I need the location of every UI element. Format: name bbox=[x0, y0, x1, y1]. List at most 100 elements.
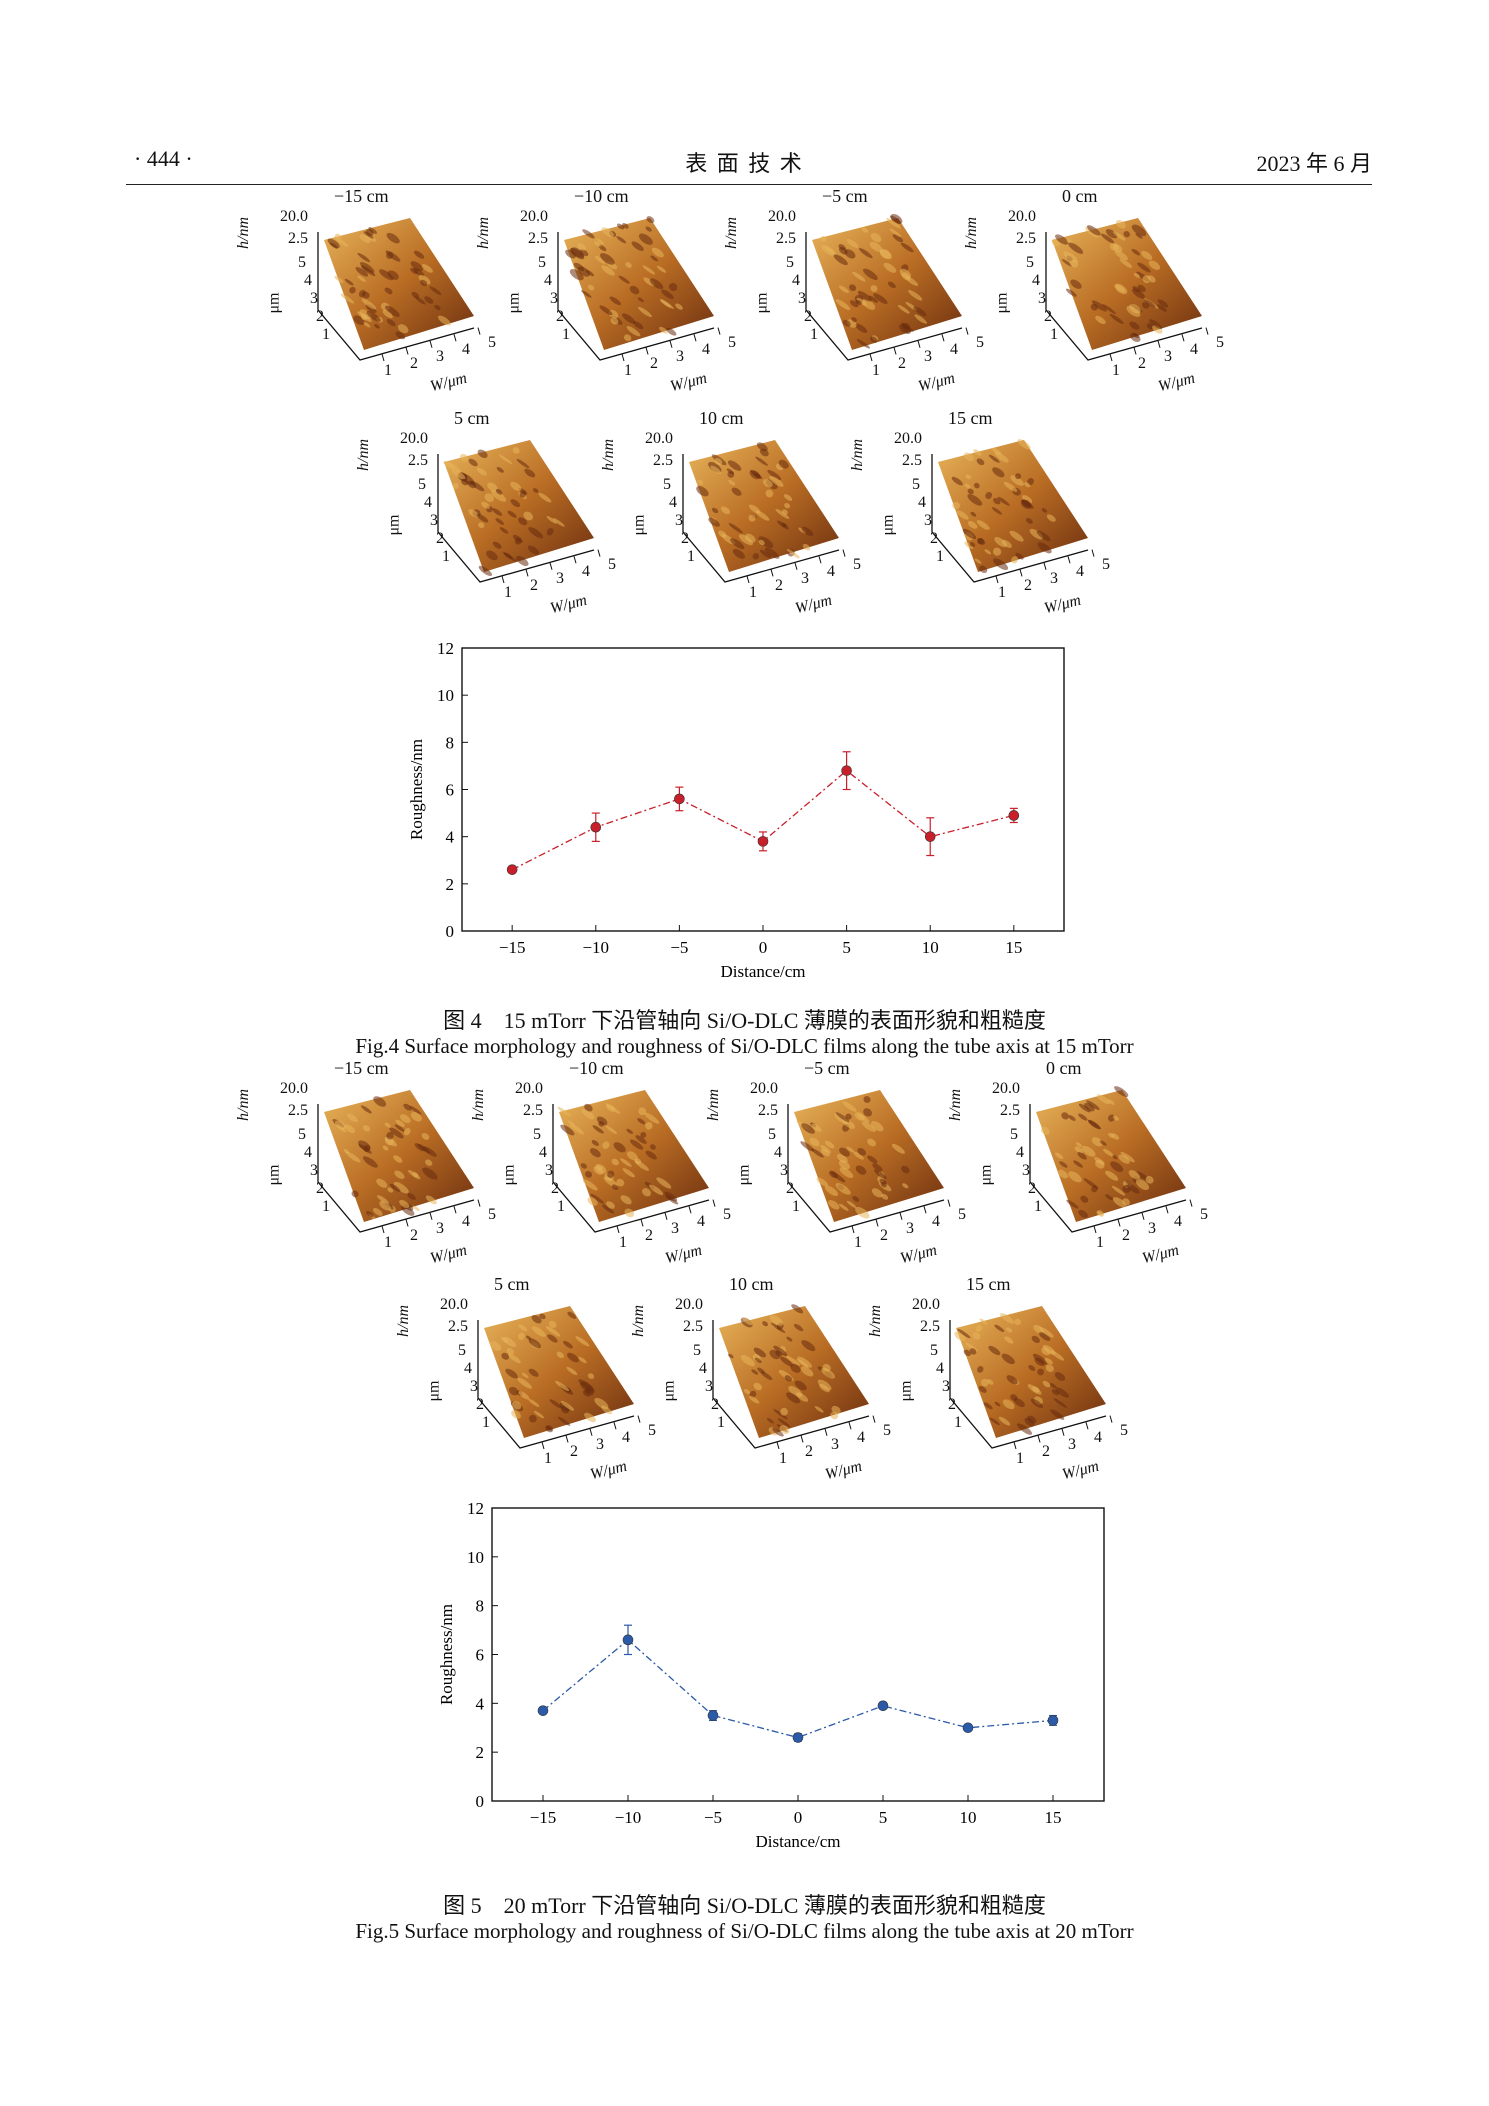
afm-y-tick: 5 bbox=[1010, 1126, 1018, 1143]
afm-y-tick: 5 bbox=[663, 476, 671, 493]
x-tick-label: 5 bbox=[842, 938, 851, 957]
afm-height-tick: 2.5 bbox=[776, 230, 796, 247]
afm-y-tick: 4 bbox=[304, 272, 312, 289]
afm-panel: 10 cm h/nm 20.0 2.5 5 4 3 2 1 μm 1 2 3 4 5 W/μm bbox=[600, 408, 925, 662]
afm-height-axis-label: h/nm bbox=[705, 1089, 722, 1121]
afm-panel: 0 cm h/nm 20.0 2.5 5 4 3 2 1 μm 1 2 3 4 5 W/μm bbox=[963, 186, 1288, 440]
afm-w-tick: 4 bbox=[1190, 341, 1198, 358]
afm-y-tick: 2 bbox=[948, 1396, 956, 1413]
afm-height-tick: 20.0 bbox=[280, 208, 308, 225]
afm-position-label: 0 cm bbox=[1046, 1058, 1082, 1078]
y-tick-label: 12 bbox=[467, 1500, 484, 1518]
data-point bbox=[962, 1722, 974, 1734]
afm-surface bbox=[1045, 218, 1209, 362]
afm-w-tick: 5 bbox=[488, 334, 496, 351]
afm-y-tick: 2 bbox=[316, 308, 324, 325]
afm-w-tick: 1 bbox=[779, 1450, 787, 1467]
afm-height-axis-label: h/nm bbox=[355, 439, 372, 471]
afm-y-tick: 4 bbox=[918, 494, 926, 511]
y-tick-label: 2 bbox=[446, 875, 455, 894]
figure-5-caption-en: Fig.5 Surface morphology and roughness o… bbox=[355, 1919, 1134, 1943]
afm-w-tick: 5 bbox=[648, 1422, 656, 1439]
afm-w-tick: 4 bbox=[462, 1213, 470, 1230]
afm-w-tick: 5 bbox=[1216, 334, 1224, 351]
x-tick-label: 15 bbox=[1045, 1808, 1062, 1827]
afm-w-tick: 5 bbox=[958, 1206, 966, 1223]
afm-y-tick: 2 bbox=[681, 530, 689, 547]
data-point bbox=[792, 1732, 804, 1743]
afm-w-tick: 4 bbox=[1174, 1213, 1182, 1230]
afm-w-tick: 5 bbox=[853, 556, 861, 573]
afm-w-tick: 3 bbox=[676, 348, 684, 365]
afm-surface bbox=[712, 1304, 876, 1450]
afm-height-axis-label: h/nm bbox=[600, 439, 617, 471]
afm-height-axis-label: h/nm bbox=[630, 1305, 647, 1337]
afm-y-tick: 4 bbox=[544, 272, 552, 289]
afm-w-tick: 1 bbox=[854, 1234, 862, 1251]
afm-height-tick: 2.5 bbox=[408, 452, 428, 469]
data-point bbox=[590, 821, 602, 833]
afm-w-tick: 2 bbox=[1138, 355, 1146, 372]
afm-height-tick: 20.0 bbox=[280, 1080, 308, 1097]
afm-y-axis-label: μm bbox=[630, 514, 648, 536]
y-tick-label: 6 bbox=[476, 1646, 485, 1665]
afm-position-label: 5 cm bbox=[454, 408, 490, 428]
afm-w-tick: 3 bbox=[924, 348, 932, 365]
afm-y-axis-label: μm bbox=[977, 1164, 995, 1186]
afm-w-tick: 1 bbox=[998, 584, 1006, 601]
y-tick-label: 2 bbox=[476, 1743, 485, 1762]
x-tick-label: −15 bbox=[499, 938, 526, 957]
series-line bbox=[542, 1639, 1054, 1739]
afm-y-axis-label: μm bbox=[385, 514, 403, 536]
afm-panel: 15 cm h/nm 20.0 2.5 5 4 3 2 1 μm 1 2 3 4 5 W/μm bbox=[849, 408, 1174, 662]
afm-y-tick: 3 bbox=[924, 512, 932, 529]
afm-panel: 5 cm h/nm 20.0 2.5 5 4 3 2 1 μm 1 2 3 4 5 W/μm bbox=[395, 1274, 720, 1528]
afm-w-tick: 2 bbox=[570, 1443, 578, 1460]
afm-w-tick: 1 bbox=[1096, 1234, 1104, 1251]
afm-y-tick: 1 bbox=[792, 1198, 800, 1215]
figure-4-caption-cn: 图 4 15 mTorr 下沿管轴向 Si/O-DLC 薄膜的表面形貌和粗糙度 bbox=[443, 1008, 1046, 1033]
data-point bbox=[1008, 810, 1020, 821]
data-point bbox=[707, 1710, 719, 1721]
afm-w-tick: 2 bbox=[650, 355, 658, 372]
afm-height-tick: 20.0 bbox=[675, 1296, 703, 1313]
y-tick-label: 6 bbox=[446, 781, 455, 800]
afm-w-tick: 5 bbox=[1102, 556, 1110, 573]
afm-y-tick: 2 bbox=[316, 1180, 324, 1197]
x-tick-label: −5 bbox=[670, 938, 688, 957]
afm-w-tick: 4 bbox=[857, 1429, 865, 1446]
series-line bbox=[511, 769, 1014, 871]
afm-y-tick: 4 bbox=[792, 272, 800, 289]
afm-y-tick: 5 bbox=[298, 1126, 306, 1143]
afm-y-tick: 5 bbox=[458, 1342, 466, 1359]
y-axis-label: Roughness/nm bbox=[407, 739, 426, 840]
afm-panel: 5 cm h/nm 20.0 2.5 5 4 3 2 1 μm 1 2 3 4 5 W/μm bbox=[355, 408, 680, 662]
afm-w-tick: 5 bbox=[728, 334, 736, 351]
afm-position-label: 10 cm bbox=[729, 1274, 774, 1294]
afm-w-tick: 3 bbox=[671, 1220, 679, 1237]
afm-y-tick: 1 bbox=[810, 326, 818, 343]
afm-height-axis-label: h/nm bbox=[963, 217, 980, 249]
data-point bbox=[537, 1705, 549, 1716]
afm-y-tick: 4 bbox=[1032, 272, 1040, 289]
afm-panel: 10 cm h/nm 20.0 2.5 5 4 3 2 1 μm 1 2 3 4 5 W/μm bbox=[630, 1274, 955, 1528]
afm-w-tick: 2 bbox=[775, 577, 783, 594]
afm-height-tick: 20.0 bbox=[520, 208, 548, 225]
afm-w-tick: 3 bbox=[556, 570, 564, 587]
afm-y-tick: 5 bbox=[418, 476, 426, 493]
afm-y-tick: 1 bbox=[1034, 1198, 1042, 1215]
afm-height-tick: 2.5 bbox=[758, 1102, 778, 1119]
afm-height-tick: 2.5 bbox=[683, 1318, 703, 1335]
afm-position-label: 10 cm bbox=[699, 408, 744, 428]
y-tick-label: 4 bbox=[446, 828, 455, 847]
afm-surface bbox=[949, 1306, 1113, 1450]
afm-y-tick: 3 bbox=[1038, 290, 1046, 307]
afm-w-tick: 2 bbox=[530, 577, 538, 594]
afm-y-tick: 1 bbox=[1050, 326, 1058, 343]
y-tick-label: 10 bbox=[437, 686, 454, 705]
figure-5-caption-cn: 图 5 20 mTorr 下沿管轴向 Si/O-DLC 薄膜的表面形貌和粗糙度 bbox=[443, 1893, 1046, 1918]
afm-y-axis-label: μm bbox=[505, 292, 523, 314]
afm-y-tick: 2 bbox=[1044, 308, 1052, 325]
x-tick-label: 15 bbox=[1005, 938, 1022, 957]
afm-w-tick: 3 bbox=[436, 1220, 444, 1237]
